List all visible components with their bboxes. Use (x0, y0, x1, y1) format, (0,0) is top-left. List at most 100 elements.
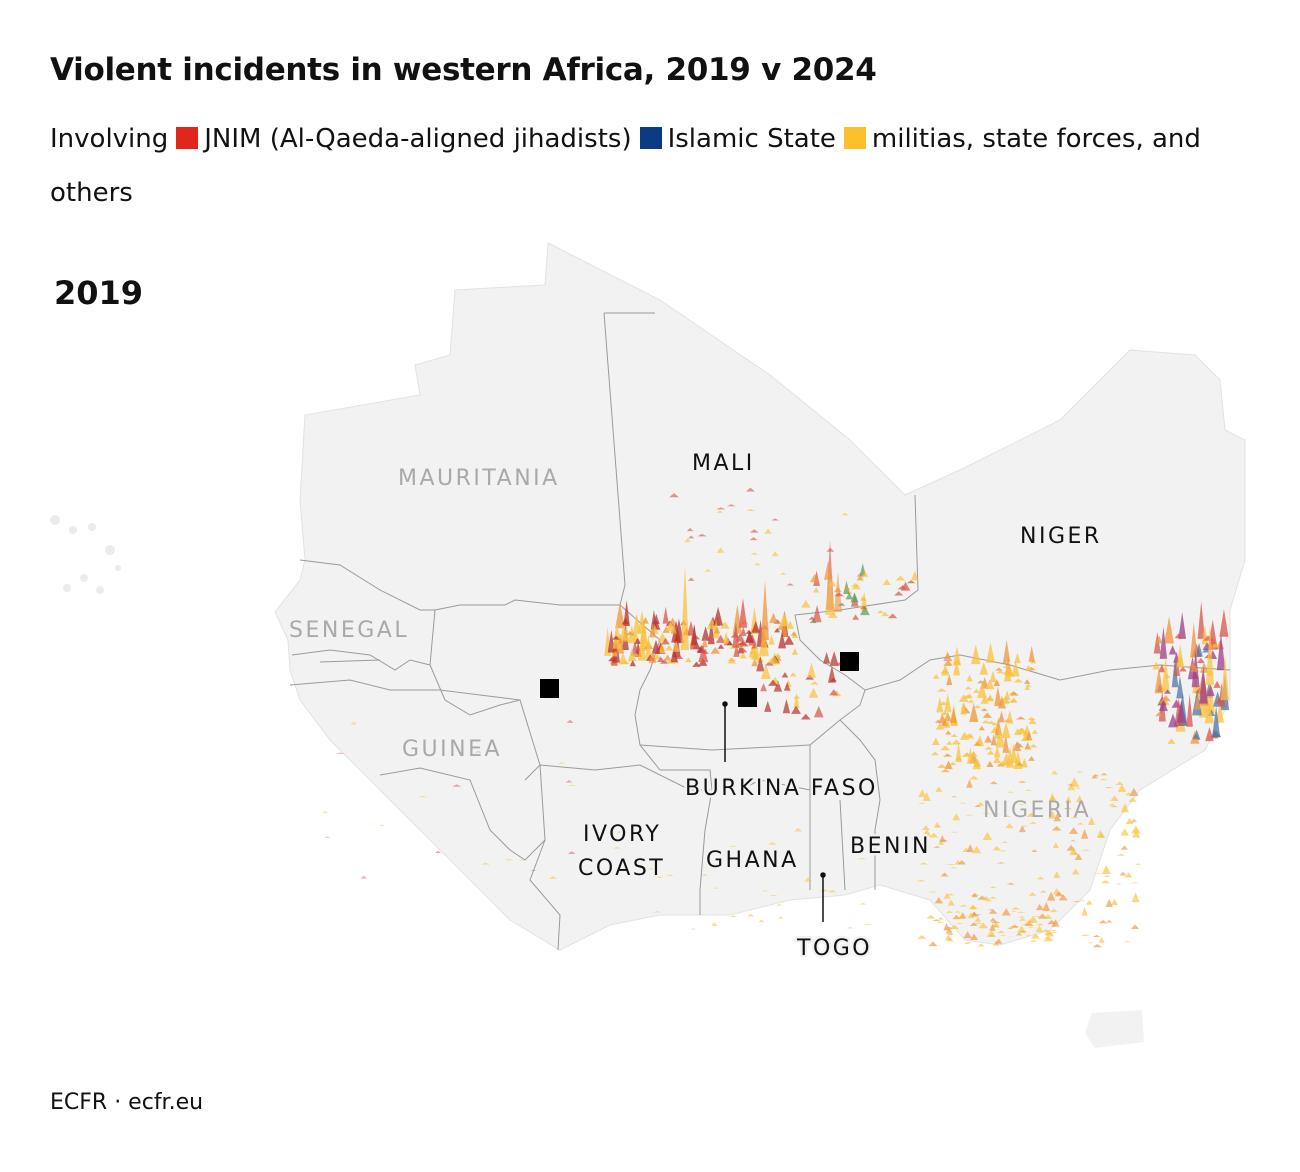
incident-marker (1074, 787, 1082, 789)
source-credit: ECFR · ecfr.eu (50, 1090, 204, 1115)
incident-marker (946, 863, 957, 865)
incident-marker (791, 648, 798, 655)
incident-marker (803, 877, 813, 882)
incident-marker (1081, 906, 1088, 916)
incident-marker (857, 858, 868, 860)
incident-marker (1006, 882, 1016, 885)
incident-marker (800, 713, 811, 720)
incident-marker (1042, 937, 1050, 939)
incident-marker (629, 659, 636, 667)
incident-marker (1100, 880, 1111, 884)
incident-marker (1078, 899, 1087, 901)
incident-marker (1044, 930, 1052, 935)
incident-marker (994, 667, 1003, 671)
incident-marker (1196, 657, 1205, 664)
incident-marker (970, 933, 979, 941)
incident-marker (760, 663, 771, 679)
incident-marker (786, 620, 794, 629)
incident-marker (669, 493, 679, 498)
incident-marker (926, 914, 936, 919)
year-label: 2019 (54, 274, 144, 312)
incident-marker (655, 876, 664, 878)
incident-marker (876, 610, 885, 614)
incident-marker (1076, 770, 1083, 773)
incident-marker (1103, 875, 1112, 877)
incident-marker (1071, 868, 1080, 875)
incident-marker (1128, 797, 1137, 802)
incident-marker (1024, 741, 1031, 750)
incident-marker (1023, 679, 1031, 684)
incident-marker (781, 616, 788, 638)
incident-marker (858, 902, 867, 905)
incident-marker (704, 858, 712, 863)
incident-marker (1155, 635, 1163, 644)
incident-marker (973, 704, 982, 709)
capital-markers (540, 652, 859, 707)
incident-marker (960, 701, 967, 715)
incident-marker (1015, 932, 1023, 936)
incident-marker (988, 935, 996, 937)
incident-marker (966, 779, 973, 788)
incident-marker (565, 780, 573, 783)
incident-marker (1067, 784, 1076, 791)
incident-marker (1091, 774, 1100, 777)
incident-marker (632, 652, 641, 657)
incident-marker (966, 674, 973, 682)
incident-marker (1091, 775, 1098, 779)
incident-marker (647, 867, 657, 870)
incident-marker (1178, 611, 1187, 639)
incident-marker (852, 614, 860, 620)
incident-marker (856, 574, 864, 581)
incident-marker (986, 642, 995, 663)
incident-marker (1134, 863, 1142, 865)
incident-marker (931, 737, 940, 745)
incident-marker (751, 620, 761, 633)
incident-marker (1168, 713, 1178, 728)
incident-marker (1036, 923, 1044, 926)
incident-marker (996, 670, 1005, 674)
incident-marker (963, 694, 972, 699)
incident-marker (452, 784, 462, 787)
land-bioko (1085, 1010, 1144, 1048)
incident-marker (1176, 700, 1187, 723)
incident-marker (557, 762, 566, 764)
incident-marker (434, 850, 442, 854)
incident-marker (1016, 911, 1026, 913)
incident-marker (1108, 803, 1116, 806)
incident-marker (710, 646, 721, 654)
incident-marker (981, 812, 991, 814)
incident-marker (1018, 781, 1026, 783)
incident-marker (1154, 667, 1164, 694)
incident-marker (716, 547, 725, 553)
incident-marker (978, 922, 989, 929)
incident-marker (1152, 661, 1161, 670)
incident-marker (793, 694, 801, 699)
country-borders (289, 312, 1231, 951)
incident-marker (1192, 733, 1199, 739)
incident-marker (920, 847, 928, 851)
incident-marker (1028, 645, 1035, 662)
incident-marker (704, 568, 712, 572)
incident-marker (1036, 876, 1045, 880)
incident-marker (963, 931, 972, 939)
incident-marker (967, 912, 975, 919)
incident-marker (1213, 680, 1221, 688)
incident-marker (945, 730, 952, 735)
incident-marker (1111, 898, 1118, 906)
incident-marker (623, 600, 630, 627)
incident-marker (1006, 927, 1014, 929)
incident-marker (716, 507, 726, 510)
incident-marker (1036, 903, 1044, 911)
incident-marker (921, 825, 931, 831)
incident-marker (841, 512, 849, 516)
incident-marker (843, 586, 851, 590)
incident-marker (1001, 660, 1009, 664)
incident-marker (747, 913, 755, 917)
incident-marker (722, 631, 730, 645)
incident-marker (962, 942, 971, 945)
incident-marker (906, 580, 916, 584)
incident-marker (1009, 691, 1019, 696)
incident-marker (1003, 815, 1012, 817)
incident-marker (943, 922, 950, 931)
